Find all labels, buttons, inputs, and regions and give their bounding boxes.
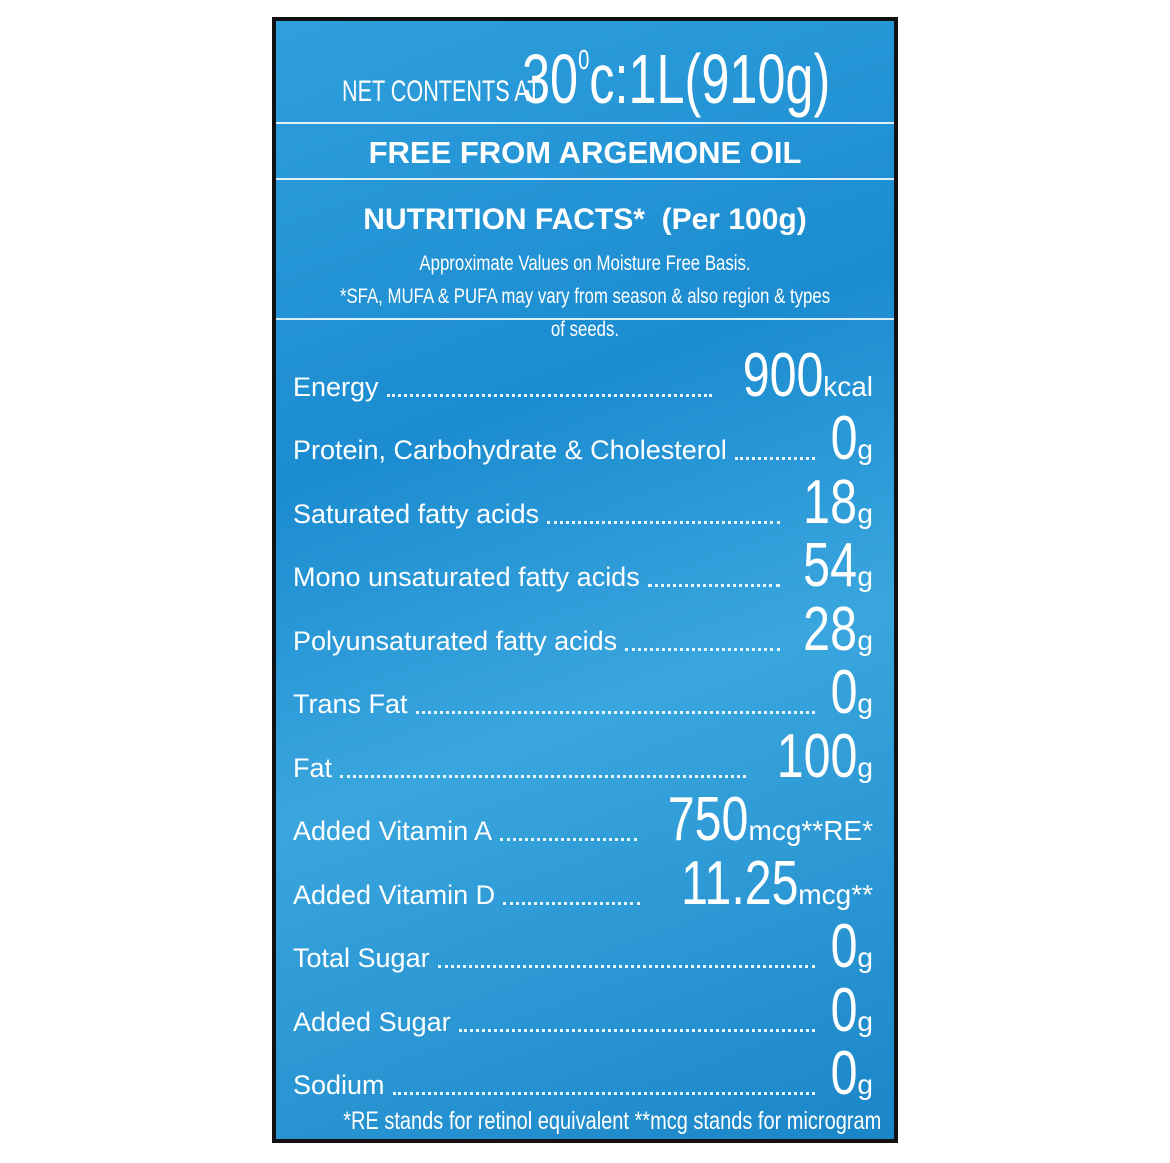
nutrient-value: 0g <box>823 916 873 978</box>
nutrient-value: 0g <box>823 1043 873 1105</box>
amount: 0 <box>830 1039 858 1108</box>
nutrition-rows: Energy 900kcal Protein, Carbohydrate & Cho… <box>293 343 873 1105</box>
divider <box>276 318 894 320</box>
amount: 28 <box>803 594 858 664</box>
note-line: *SFA, MUFA & PUFA may vary from season &… <box>276 280 894 346</box>
nutrient-name: Protein, Carbohydrate & Cholesterol <box>293 435 727 465</box>
nutrient-value: 28g <box>788 594 873 664</box>
note: *SFA, MUFA & PUFA may vary from season &… <box>339 285 831 341</box>
nutrition-row: Added Sugar 0g <box>293 978 873 1042</box>
unit: g <box>857 1069 873 1100</box>
nutrition-title-line: NUTRITION FACTS* (Per 100g) <box>276 193 894 247</box>
nutrient-value: 0g <box>823 408 873 470</box>
amount: 54 <box>803 531 858 600</box>
nutrient-name: Saturated fatty acids <box>293 498 540 529</box>
unit: g <box>857 497 873 529</box>
nutrition-row: Total Sugar 0g <box>293 915 873 979</box>
amount: 0 <box>830 404 858 473</box>
nutrient-name: Fat <box>293 752 333 783</box>
divider <box>276 122 894 124</box>
nutrient-name: Added Vitamin D <box>293 879 496 910</box>
unit: g <box>857 751 873 783</box>
nutrient-value: 54g <box>788 535 873 597</box>
nutrient-name: Added Vitamin A <box>293 816 493 846</box>
net-label: NET CONTENTS AT <box>342 75 541 108</box>
unit: g <box>857 942 873 973</box>
nutrition-row: Saturated fatty acids 18g <box>293 470 873 534</box>
nutrition-row: Protein, Carbohydrate & Cholesterol 0g <box>293 407 873 471</box>
dot-leader <box>625 647 781 651</box>
note-line: Approximate Values on Moisture Free Basi… <box>276 247 894 280</box>
nutrient-name: Trans Fat <box>293 689 408 719</box>
nutrient-value: 750mcg**RE* <box>645 789 873 851</box>
dot-leader <box>647 584 781 587</box>
nutrient-value: 0g <box>823 975 873 1045</box>
dot-leader <box>547 520 781 524</box>
unit: kcal <box>823 370 873 402</box>
footnote: *RE stands for retinol equivalent **mcg … <box>276 1103 894 1139</box>
unit: g <box>857 561 873 592</box>
nutrition-row: Sodium 0g <box>293 1042 873 1106</box>
label-panel: NET CONTENTS AT 300c:1L(910g) FREE FROM … <box>272 17 898 1143</box>
nutrient-name: Added Sugar <box>293 1006 451 1037</box>
nutrition-header: NUTRITION FACTS* (Per 100g) Approximate … <box>276 193 894 346</box>
amount: 900 <box>742 340 824 410</box>
nutrient-name: Mono unsaturated fatty acids <box>293 562 640 592</box>
dot-leader <box>340 774 746 778</box>
unit: mcg**RE* <box>748 815 873 846</box>
amount: 0 <box>830 912 858 981</box>
amount: 750 <box>667 785 749 854</box>
dot-leader <box>734 457 815 460</box>
degree: 0 <box>578 44 590 75</box>
amount: 18 <box>803 467 858 537</box>
nutrient-value: 11.25mcg** <box>648 848 873 918</box>
divider <box>276 178 894 180</box>
amount: 11.25 <box>680 848 799 918</box>
unit: mcg** <box>798 878 873 910</box>
nutrition-row: Energy 900kcal <box>293 343 873 407</box>
amount: 0 <box>830 658 858 727</box>
nutrition-row: Mono unsaturated fatty acids 54g <box>293 534 873 598</box>
unit: g <box>857 434 873 465</box>
nutrient-value: 100g <box>754 721 873 791</box>
nutrient-name: Energy <box>293 371 379 402</box>
nutrition-row: Fat 100g <box>293 724 873 788</box>
net-contents: NET CONTENTS AT 300c:1L(910g) <box>342 27 894 119</box>
nutrient-value: 900kcal <box>720 340 873 410</box>
amount: 0 <box>830 975 858 1045</box>
nutrient-name: Sodium <box>293 1070 385 1100</box>
claim: FREE FROM ARGEMONE OIL <box>368 135 802 170</box>
footnote-text: *RE stands for retinol equivalent **mcg … <box>343 1107 882 1135</box>
unit: g <box>857 1005 873 1037</box>
nutrition-title: NUTRITION FACTS* <box>363 203 645 236</box>
dot-leader <box>437 965 815 968</box>
dot-leader <box>500 838 638 841</box>
nutrition-row: Polyunsaturated fatty acids 28g <box>293 597 873 661</box>
nutrient-name: Polyunsaturated fatty acids <box>293 625 618 656</box>
nutrient-name: Total Sugar <box>293 943 430 973</box>
dot-leader <box>386 393 712 397</box>
note: Approximate Values on Moisture Free Basi… <box>419 252 751 275</box>
dot-leader <box>503 901 640 905</box>
nutrition-row: Trans Fat 0g <box>293 661 873 725</box>
amount: 100 <box>776 721 858 791</box>
nutrition-row: Added Vitamin D 11.25mcg** <box>293 851 873 915</box>
dot-leader <box>415 711 815 714</box>
per: (Per 100g) <box>661 203 807 236</box>
dot-leader <box>458 1028 815 1032</box>
net-value: 300c:1L(910g) <box>522 39 830 119</box>
unit: g <box>857 624 873 656</box>
temperature: 30 <box>522 40 579 118</box>
unit: g <box>857 688 873 719</box>
nutrition-row: Added Vitamin A 750mcg**RE* <box>293 788 873 852</box>
volume: c:1L(910g) <box>589 40 831 118</box>
nutrient-value: 18g <box>788 467 873 537</box>
dot-leader <box>392 1092 815 1095</box>
nutrient-value: 0g <box>823 662 873 724</box>
